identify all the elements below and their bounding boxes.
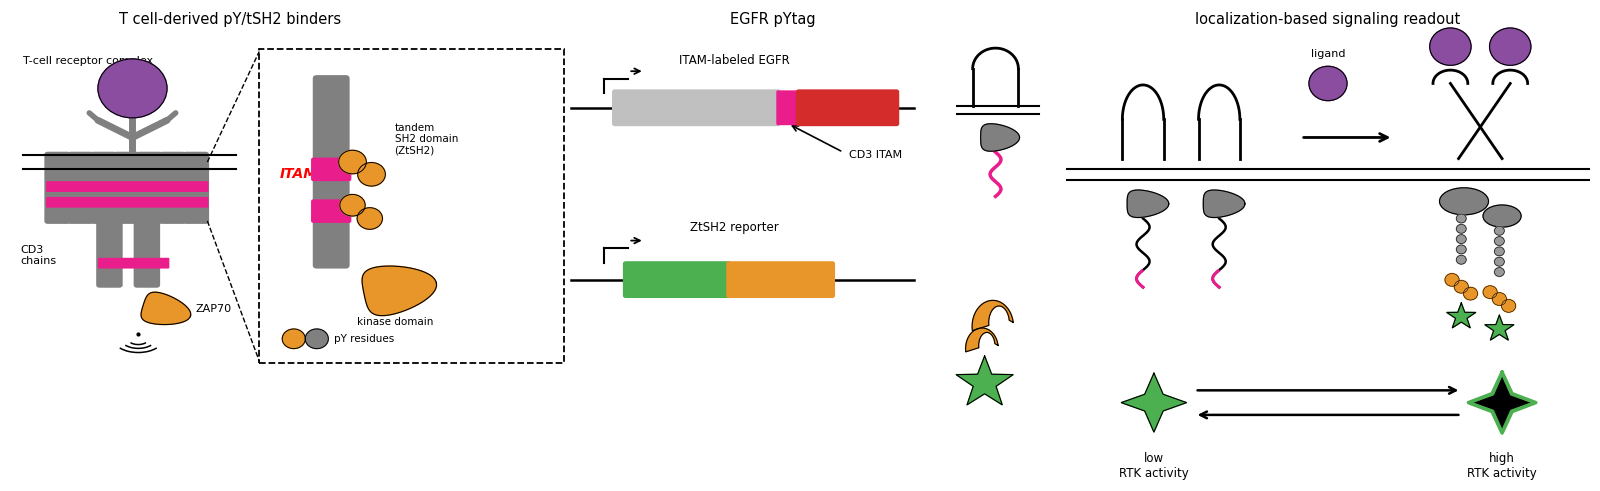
Polygon shape <box>1203 190 1245 218</box>
FancyBboxPatch shape <box>91 152 117 224</box>
FancyBboxPatch shape <box>114 152 139 224</box>
FancyBboxPatch shape <box>310 199 352 223</box>
Circle shape <box>1309 66 1347 101</box>
Circle shape <box>357 208 382 229</box>
Text: CD3 ITAM: CD3 ITAM <box>848 150 902 160</box>
Text: kinase domain: kinase domain <box>357 317 434 327</box>
Text: T cell-derived pY/tSH2 binders: T cell-derived pY/tSH2 binders <box>120 12 341 27</box>
Text: T-cell receptor complex: T-cell receptor complex <box>22 56 154 66</box>
Circle shape <box>1445 273 1459 286</box>
Circle shape <box>1494 247 1504 256</box>
FancyBboxPatch shape <box>46 197 208 208</box>
Circle shape <box>98 59 166 118</box>
Circle shape <box>1456 255 1466 264</box>
Circle shape <box>1490 28 1531 65</box>
FancyBboxPatch shape <box>67 152 94 224</box>
FancyBboxPatch shape <box>98 258 170 269</box>
Circle shape <box>1494 257 1504 266</box>
Text: ITAM-labeled EGFR: ITAM-labeled EGFR <box>678 54 790 67</box>
Circle shape <box>1430 28 1470 65</box>
FancyBboxPatch shape <box>182 152 210 224</box>
Circle shape <box>1456 214 1466 223</box>
FancyBboxPatch shape <box>136 152 163 224</box>
Text: ITAM: ITAM <box>280 167 317 181</box>
Polygon shape <box>141 292 190 325</box>
Text: ZtSH2 reporter: ZtSH2 reporter <box>690 221 779 234</box>
Polygon shape <box>1485 315 1514 340</box>
FancyBboxPatch shape <box>776 90 800 125</box>
Circle shape <box>1454 280 1469 293</box>
Polygon shape <box>966 328 998 352</box>
Circle shape <box>1493 293 1507 305</box>
Text: FusRed: FusRed <box>822 102 874 114</box>
FancyBboxPatch shape <box>310 158 352 181</box>
Polygon shape <box>1122 373 1187 432</box>
Circle shape <box>1494 237 1504 246</box>
Text: CD3
chains: CD3 chains <box>21 245 56 266</box>
Circle shape <box>306 329 328 349</box>
Text: high
RTK activity: high RTK activity <box>1467 452 1538 480</box>
Text: EGFR pYtag: EGFR pYtag <box>730 12 816 27</box>
Polygon shape <box>1469 373 1534 432</box>
FancyBboxPatch shape <box>134 218 160 288</box>
FancyBboxPatch shape <box>622 261 731 298</box>
Circle shape <box>1501 300 1515 312</box>
Ellipse shape <box>1440 188 1488 215</box>
Circle shape <box>1456 245 1466 254</box>
Circle shape <box>1483 286 1498 299</box>
Circle shape <box>1464 287 1478 300</box>
Circle shape <box>1494 268 1504 276</box>
Text: ZtSH2: ZtSH2 <box>758 273 802 286</box>
FancyBboxPatch shape <box>160 152 186 224</box>
Polygon shape <box>1446 303 1475 328</box>
Text: ligand: ligand <box>1310 49 1346 59</box>
FancyBboxPatch shape <box>312 75 350 269</box>
Circle shape <box>339 150 366 174</box>
Circle shape <box>1456 224 1466 233</box>
Text: localization-based signaling readout: localization-based signaling readout <box>1195 12 1461 27</box>
Polygon shape <box>957 356 1013 405</box>
Circle shape <box>1456 235 1466 244</box>
FancyBboxPatch shape <box>611 89 781 126</box>
Polygon shape <box>973 300 1013 330</box>
Polygon shape <box>981 124 1019 151</box>
Circle shape <box>358 163 386 186</box>
Circle shape <box>1494 226 1504 235</box>
Text: EGFR: EGFR <box>678 102 715 114</box>
Polygon shape <box>1126 190 1168 218</box>
FancyBboxPatch shape <box>45 152 70 224</box>
Text: tandem
SH2 domain
(ZtSH2): tandem SH2 domain (ZtSH2) <box>395 123 458 156</box>
Text: pY residues: pY residues <box>334 334 394 344</box>
FancyBboxPatch shape <box>795 89 899 126</box>
Text: low
RTK activity: low RTK activity <box>1118 452 1189 480</box>
FancyBboxPatch shape <box>96 218 123 288</box>
Polygon shape <box>362 266 437 316</box>
Text: ZAP70: ZAP70 <box>195 304 232 314</box>
Bar <box>259 49 565 363</box>
Text: iRFP: iRFP <box>661 273 693 286</box>
FancyBboxPatch shape <box>46 181 208 192</box>
Circle shape <box>339 194 365 216</box>
Ellipse shape <box>1483 205 1522 227</box>
FancyBboxPatch shape <box>726 261 835 298</box>
Circle shape <box>282 329 306 349</box>
